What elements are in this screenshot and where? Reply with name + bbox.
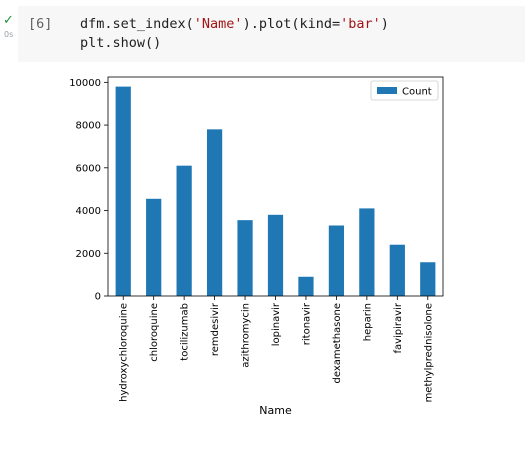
x-tick-label-tocilizumab: tocilizumab <box>180 303 191 361</box>
x-tick-label-lopinavir: lopinavir <box>271 302 282 346</box>
code-token: ) <box>380 16 389 32</box>
bar-methylprednisolone <box>420 262 436 296</box>
code-token: ).plot(kind= <box>242 16 341 32</box>
code-string: 'Name' <box>193 16 243 32</box>
legend-box <box>370 80 439 101</box>
x-tick-label-dexamethasone: dexamethasone <box>332 303 343 383</box>
code-line-2: plt.show() <box>80 35 162 51</box>
legend-label: Count <box>402 87 432 98</box>
x-axis-label: Name <box>259 404 292 417</box>
bar-dexamethasone <box>328 225 345 296</box>
x-tick-label-heparin: heparin <box>362 303 373 341</box>
code-token: dfm.set_index( <box>80 16 194 32</box>
y-tick-label: 2000 <box>76 249 101 260</box>
y-tick-label: 6000 <box>76 163 101 174</box>
bar-heparin <box>359 208 375 296</box>
x-tick-label-hydroxychloroquine: hydroxychloroquine <box>119 303 130 402</box>
bar-remdesivir <box>206 129 223 296</box>
code-string: 'bar' <box>340 16 381 32</box>
y-tick-label: 8000 <box>76 121 101 132</box>
code-input[interactable]: [6] dfm.set_index('Name').plot(kind='bar… <box>18 6 525 62</box>
y-tick-label: 4000 <box>76 206 101 217</box>
bar-lopinavir <box>267 214 284 296</box>
bar-chart: 0 2000 4000 6000 8000 10000 hydroxychloroquine… <box>69 76 444 417</box>
cell-output: 0 2000 4000 6000 8000 10000 hydroxychloroquine… <box>0 62 525 456</box>
bar-tocilizumab <box>176 165 192 296</box>
y-tick-label: 10000 <box>69 78 101 89</box>
code-editor[interactable]: dfm.set_index('Name').plot(kind='bar') p… <box>80 15 389 53</box>
execution-count: [6] <box>28 16 53 32</box>
x-tick-label-azithromycin: azithromycin <box>241 303 252 368</box>
bar-chloroquine <box>146 198 162 296</box>
bar-hydroxychloroquine <box>115 86 131 297</box>
legend-swatch <box>377 87 397 94</box>
bar-ritonavir <box>298 276 314 296</box>
y-tick-label: 0 <box>95 292 101 303</box>
x-tick-label-chloroquine: chloroquine <box>149 303 160 362</box>
code-line-1: dfm.set_index('Name').plot(kind='bar') <box>80 16 389 32</box>
x-tick-label-methylprednisolone: methylprednisolone <box>423 303 434 402</box>
bar-favipiravir <box>389 244 405 296</box>
x-tick-label-remdesivir: remdesivir <box>210 302 221 356</box>
x-tick-label-ritonavir: ritonavir <box>301 302 312 345</box>
run-success-icon[interactable]: ✓ <box>3 13 14 28</box>
bar-azithromycin <box>237 220 253 296</box>
execution-time: 0s <box>4 30 14 39</box>
x-tick-label-favipiravir: favipiravir <box>393 302 404 353</box>
